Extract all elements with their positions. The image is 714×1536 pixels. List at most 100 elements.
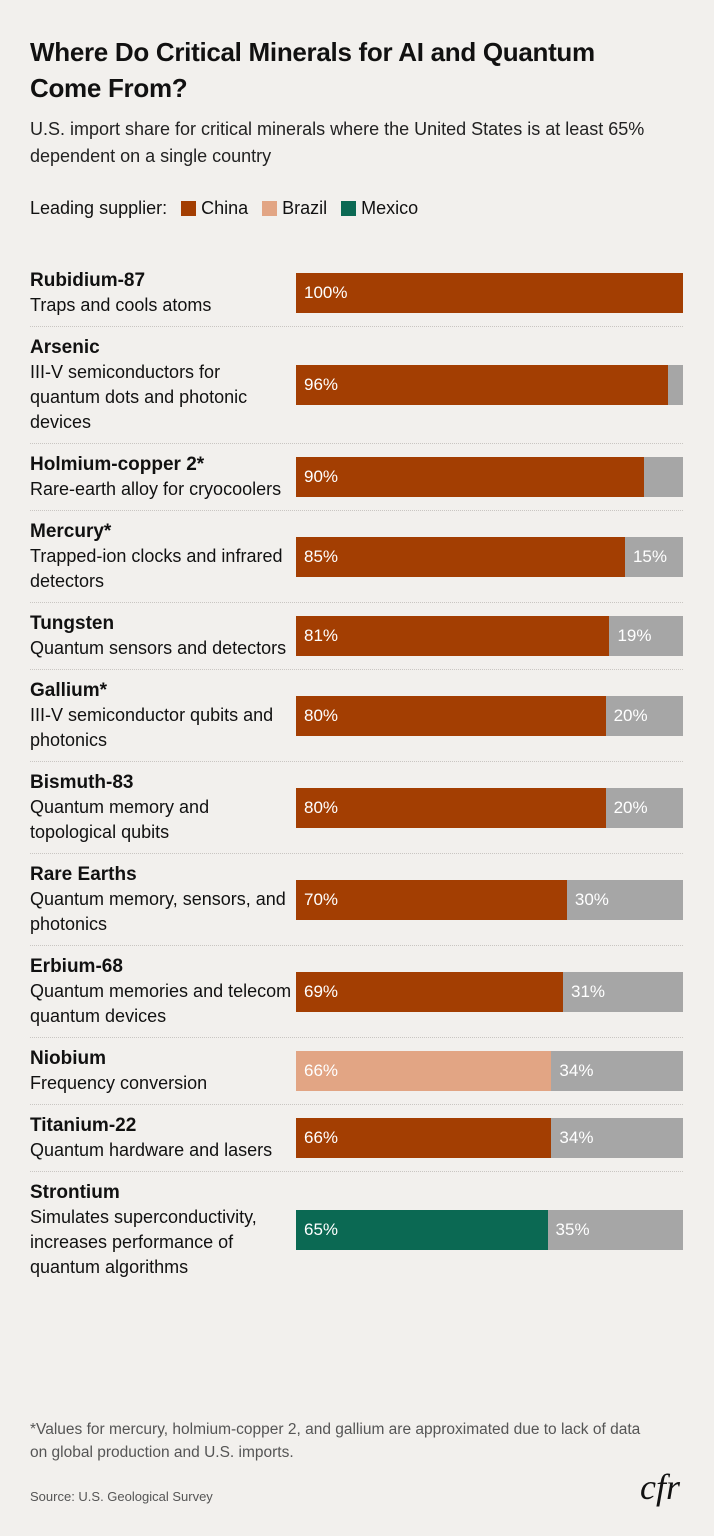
legend-swatch	[341, 201, 357, 216]
value-label: 34%	[559, 1061, 594, 1080]
bar-row: Mercury* Trapped-ion clocks and infrared …	[30, 511, 683, 603]
remainder-segment	[644, 457, 683, 497]
value-label: 85%	[304, 546, 339, 566]
value-label: 15%	[632, 546, 667, 566]
bar: 66% 34%	[296, 1051, 683, 1091]
bar: 80% 20%	[296, 787, 683, 828]
legend-swatch	[181, 201, 197, 216]
remainder-segment: 15%	[624, 536, 683, 577]
row-label: Erbium-68 Quantum memories and telecom qu…	[30, 954, 292, 1029]
bar: 69% 31%	[296, 971, 683, 1012]
remainder-segment: 34%	[551, 1051, 683, 1091]
bar-segment: 100%	[296, 273, 683, 313]
mineral-name: Rubidium-87	[30, 270, 146, 291]
bar: 70% 30%	[296, 879, 683, 920]
bar-segment: 81%	[296, 616, 610, 656]
mineral-name: Tungsten	[30, 613, 115, 634]
legend-label: China	[201, 198, 249, 218]
legend-item: Mexico	[341, 198, 418, 219]
mineral-name: Gallium*	[30, 680, 108, 701]
bar-row: Holmium-copper 2* Rare-earth alloy for cr…	[30, 444, 683, 511]
mineral-name: Arsenic	[30, 337, 100, 358]
value-label: 30%	[574, 889, 609, 909]
legend: Leading supplier: China Brazil Mexico	[30, 198, 418, 219]
bar-segment: 65%	[296, 1210, 548, 1250]
value-label: 70%	[304, 889, 339, 909]
bar-segment: 96%	[296, 365, 668, 405]
value-label: 35%	[555, 1220, 590, 1239]
mineral-use: Simulates superconductivity, increases p…	[30, 1207, 257, 1277]
remainder-segment: 20%	[605, 787, 683, 828]
bar-segment: 90%	[296, 457, 645, 497]
legend-swatch	[262, 201, 278, 216]
mineral-use: III-V semiconductor qubits and photonics	[30, 705, 274, 750]
footnote: *Values for mercury, holmium-copper 2, a…	[30, 1421, 641, 1461]
value-label: 81%	[304, 626, 339, 645]
bar-row: Niobium Frequency conversion 66% 34%	[30, 1038, 683, 1105]
row-label: Titanium-22 Quantum hardware and lasers	[30, 1113, 292, 1163]
legend-label: Mexico	[361, 198, 419, 218]
value-label: 90%	[304, 467, 339, 486]
remainder-segment: 31%	[563, 971, 683, 1012]
mineral-use: Quantum memory and topological qubits	[30, 797, 210, 842]
bar: 90%	[296, 457, 683, 497]
remainder-segment: 34%	[551, 1118, 683, 1158]
bar: 96%	[296, 365, 683, 405]
bar-row: Strontium Simulates superconductivity, in…	[30, 1172, 683, 1288]
source: Source: U.S. Geological Survey	[30, 1489, 213, 1504]
mineral-name: Strontium	[30, 1182, 120, 1203]
bar: 65% 35%	[296, 1210, 683, 1250]
row-label: Bismuth-83 Quantum memory and topological…	[30, 770, 292, 845]
chart-subtitle: U.S. import share for critical minerals …	[30, 119, 645, 166]
row-label: Arsenic III-V semiconductors for quantum …	[30, 335, 292, 435]
mineral-use: Quantum memory, sensors, and photonics	[30, 889, 286, 934]
bar-row: Arsenic III-V semiconductors for quantum …	[30, 327, 683, 444]
bar: 80% 20%	[296, 695, 683, 736]
mineral-name: Bismuth-83	[30, 772, 134, 793]
value-label: 96%	[304, 375, 339, 394]
bar-segment: 85%	[296, 536, 625, 577]
mineral-use: Traps and cools atoms	[30, 295, 212, 315]
value-label: 66%	[304, 1061, 339, 1080]
mineral-use: Quantum memories and telecom quantum dev…	[30, 981, 292, 1026]
value-label: 31%	[571, 981, 606, 1001]
mineral-name: Erbium-68	[30, 956, 123, 977]
row-label: Gallium* III-V semiconductor qubits and p…	[30, 678, 292, 753]
value-label: 20%	[613, 705, 648, 725]
bar-segment: 80%	[296, 787, 606, 828]
value-label: 69%	[304, 981, 339, 1001]
bar-row: Bismuth-83 Quantum memory and topological…	[30, 762, 683, 854]
mineral-name: Mercury*	[30, 521, 112, 542]
remainder-segment: 35%	[547, 1210, 683, 1250]
bar-segment: 80%	[296, 695, 606, 736]
bar-segment: 66%	[296, 1118, 552, 1158]
mineral-use: III-V semiconductors for quantum dots an…	[30, 362, 248, 432]
mineral-use: Rare-earth alloy for cryocoolers	[30, 479, 282, 499]
bar: 81% 19%	[296, 616, 683, 656]
remainder-segment: 30%	[566, 879, 683, 920]
bar-segment: 66%	[296, 1051, 552, 1091]
legend-item: China	[181, 198, 248, 219]
row-label: Rare Earths Quantum memory, sensors, and …	[30, 862, 292, 937]
mineral-name: Holmium-copper 2*	[30, 454, 205, 475]
value-label: 65%	[304, 1220, 339, 1239]
remainder-segment: 19%	[609, 616, 683, 656]
mineral-name: Titanium-22	[30, 1115, 137, 1136]
row-label: Holmium-copper 2* Rare-earth alloy for cr…	[30, 452, 292, 502]
mineral-use: Trapped-ion clocks and infrared detector…	[30, 546, 283, 591]
row-label: Rubidium-87 Traps and cools atoms	[30, 268, 292, 318]
value-label: 100%	[304, 283, 348, 302]
legend-title: Leading supplier:	[30, 198, 168, 218]
value-label: 80%	[304, 797, 339, 817]
bar-rows: Rubidium-87 Traps and cools atoms 100% Arse…	[30, 260, 683, 1288]
bar-row: Gallium* III-V semiconductor qubits and p…	[30, 670, 683, 762]
legend-item: Brazil	[262, 198, 327, 219]
mineral-name: Rare Earths	[30, 864, 137, 885]
value-label: 66%	[304, 1128, 339, 1147]
remainder-segment: 20%	[605, 695, 683, 736]
row-label: Niobium Frequency conversion	[30, 1046, 292, 1096]
value-label: 19%	[617, 626, 652, 645]
chart-title: Where Do Critical Minerals for AI and Qu…	[30, 37, 595, 103]
value-label: 20%	[613, 797, 648, 817]
